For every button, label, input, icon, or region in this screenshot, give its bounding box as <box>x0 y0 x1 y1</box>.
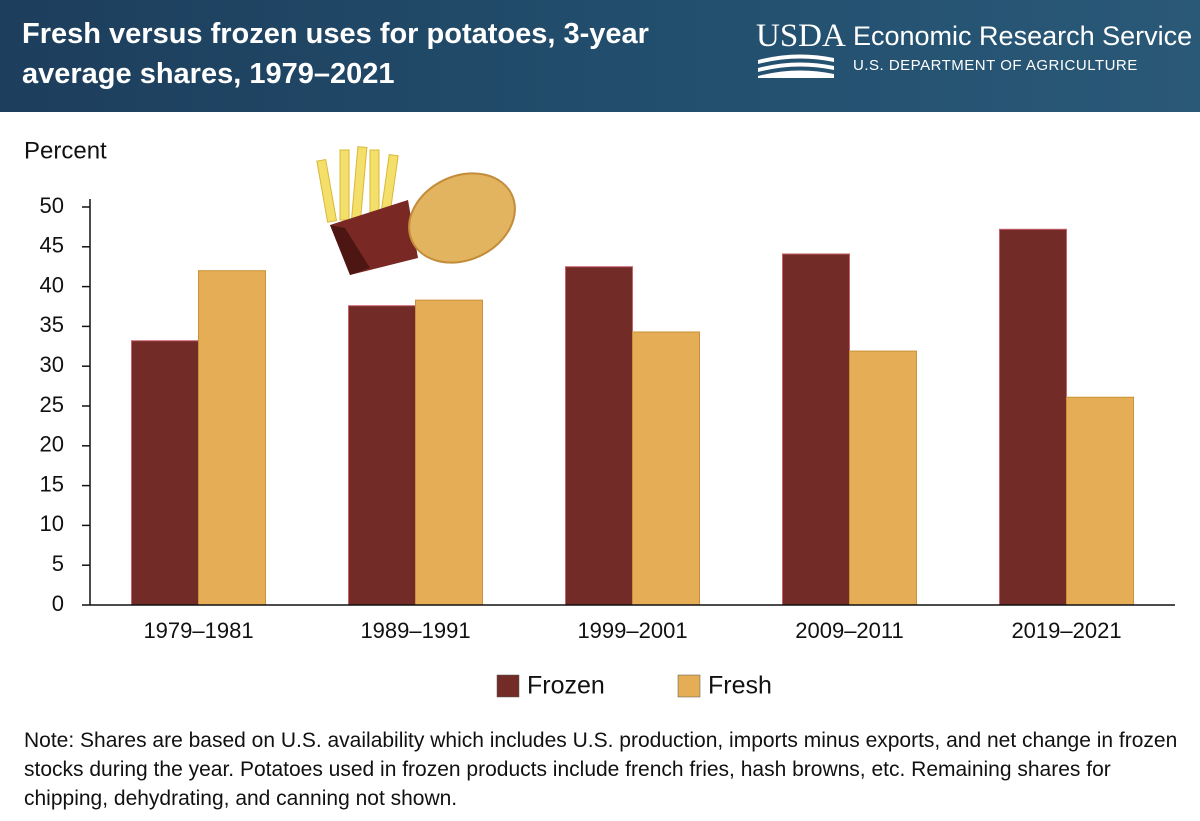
department: U.S. DEPARTMENT OF AGRICULTURE <box>853 57 1138 74</box>
y-tick-label: 30 <box>40 352 64 377</box>
y-tick-label: 50 <box>40 193 64 218</box>
y-tick-label: 40 <box>40 272 64 297</box>
chart-title: Fresh versus frozen uses for potatoes, 3… <box>22 18 649 90</box>
logo-stripes <box>758 54 834 78</box>
y-axis-label: Percent <box>24 137 107 164</box>
legend-label: Fresh <box>708 672 772 700</box>
bar <box>782 253 850 606</box>
bar <box>415 299 483 606</box>
legend-swatch <box>677 674 701 698</box>
x-tick-label: 1999–2001 <box>577 618 687 643</box>
fries-illustration <box>316 146 516 275</box>
note: Note: Shares are based on U.S. availabil… <box>24 729 1178 810</box>
x-tick-label: 2019–2021 <box>1011 618 1121 643</box>
x-tick-label: 2009–2011 <box>795 618 904 643</box>
legend-swatch <box>496 674 520 698</box>
x-tick-label: 1989–1991 <box>360 618 470 643</box>
bar <box>348 305 416 606</box>
y-tick-label: 5 <box>52 551 64 576</box>
bar <box>198 270 266 606</box>
y-tick-label: 0 <box>52 591 64 616</box>
y-tick-label: 45 <box>40 233 64 258</box>
bar <box>632 331 700 606</box>
bar <box>131 340 199 606</box>
y-tick-label: 20 <box>40 432 64 457</box>
bar <box>999 228 1067 606</box>
bar <box>849 350 917 606</box>
y-tick-label: 10 <box>40 511 64 536</box>
bar <box>1066 396 1134 606</box>
y-tick-label: 25 <box>40 392 64 417</box>
x-tick-label: 1979–1981 <box>143 618 253 643</box>
y-tick-label: 15 <box>40 471 64 496</box>
bar <box>565 266 633 606</box>
header: Fresh versus frozen uses for potatoes, 3… <box>0 0 1200 112</box>
y-tick-label: 35 <box>40 312 64 337</box>
logo: USDA <box>756 18 846 54</box>
legend-label: Frozen <box>527 672 605 700</box>
agency: Economic Research Service <box>853 21 1193 51</box>
